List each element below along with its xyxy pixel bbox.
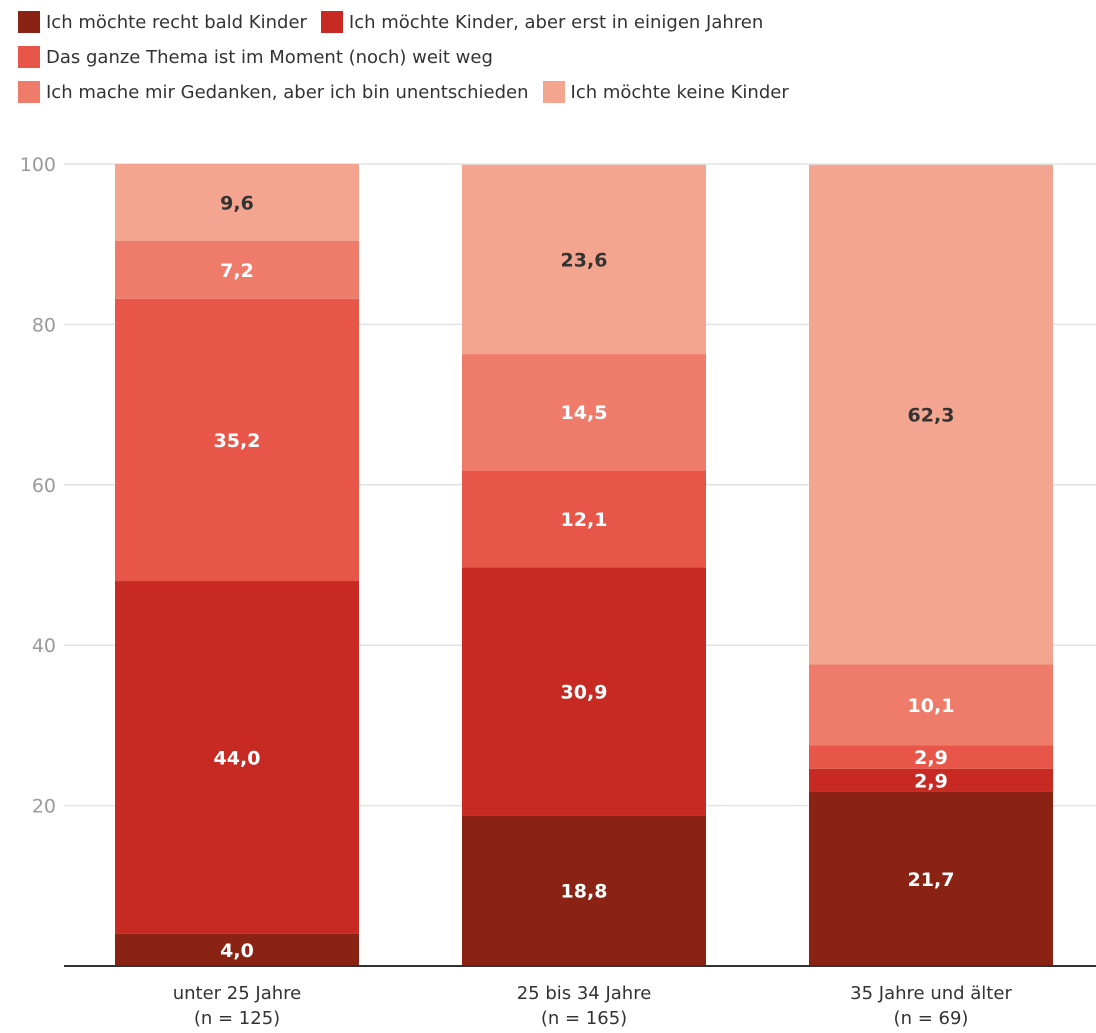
x-category-note: (n = 69) <box>894 1008 969 1029</box>
legend-item-weit-weg: Das ganze Thema ist im Moment (noch) wei… <box>18 46 493 68</box>
legend-row: Das ganze Thema ist im Moment (noch) wei… <box>18 41 1088 73</box>
data-label: 12,1 <box>561 509 608 531</box>
data-label: 18,8 <box>561 881 608 903</box>
data-label: 44,0 <box>214 747 261 769</box>
data-label: 23,6 <box>561 249 608 271</box>
bar-segment <box>115 164 359 241</box>
data-label: 21,7 <box>908 869 955 891</box>
legend-item-keine-kinder: Ich möchte keine Kinder <box>542 81 789 103</box>
bar-segment <box>809 664 1053 746</box>
legend-row: Ich mache mir Gedanken, aber ich bin une… <box>18 76 1088 108</box>
y-tick-label: 100 <box>20 154 56 176</box>
data-label: 7,2 <box>220 260 254 282</box>
legend-swatch <box>18 11 40 33</box>
bar-segment <box>809 745 1053 769</box>
y-axis-ticks: 20 40 60 80 100 <box>20 154 56 818</box>
bar-segment <box>115 298 359 582</box>
y-tick-label: 20 <box>32 796 56 818</box>
data-label: 2,9 <box>914 747 948 769</box>
x-category-note: (n = 165) <box>541 1008 627 1029</box>
bar-segment <box>809 768 1053 792</box>
x-axis-categories: unter 25 Jahre (n = 125) 25 bis 34 Jahre (n… <box>64 965 1096 1029</box>
y-tick-label: 60 <box>32 475 56 497</box>
bar-segment <box>462 567 706 816</box>
data-label: 4,0 <box>220 940 254 962</box>
legend-swatch <box>18 81 40 103</box>
legend-swatch <box>320 11 343 33</box>
data-label: 9,6 <box>220 192 254 214</box>
bar-segment <box>462 164 706 355</box>
bar-segment <box>462 815 706 966</box>
data-label: 2,9 <box>914 770 948 792</box>
x-category-label: unter 25 Jahre <box>173 983 302 1004</box>
legend-row: Ich möchte recht bald Kinder Ich möchte … <box>18 6 1088 38</box>
x-category-label: 35 Jahre und älter <box>850 983 1012 1004</box>
bar-segment <box>115 581 359 934</box>
bar-segment <box>115 933 359 966</box>
legend-swatch <box>542 81 565 103</box>
y-tick-label: 80 <box>32 314 56 336</box>
data-labels: 4,0 44,0 35,2 7,2 9,6 18,8 30,9 12,1 14,5 23,6 21,… <box>214 192 955 961</box>
legend-item-unentschieden: Ich mache mir Gedanken, aber ich bin une… <box>18 81 529 103</box>
bar-segment <box>115 240 359 299</box>
bar-segment <box>462 470 706 568</box>
bars <box>115 164 1053 966</box>
data-label: 62,3 <box>908 405 955 427</box>
legend-item-einigen-jahren: Ich möchte Kinder, aber erst in einigen … <box>320 11 764 33</box>
bar-segment <box>809 791 1053 966</box>
data-label: 35,2 <box>214 430 261 452</box>
legend-label: Das ganze Thema ist im Moment (noch) wei… <box>46 46 493 68</box>
bar-segment <box>462 354 706 471</box>
legend-label: Ich möchte Kinder, aber erst in einigen … <box>348 11 764 33</box>
data-label: 14,5 <box>561 402 608 424</box>
y-tick-label: 40 <box>32 635 56 657</box>
data-label: 10,1 <box>908 695 955 717</box>
chart-legend: Ich möchte recht bald Kinder Ich möchte … <box>18 6 1088 111</box>
legend-item-recht-bald: Ich möchte recht bald Kinder <box>18 11 307 33</box>
legend-label: Ich möchte recht bald Kinder <box>46 11 307 33</box>
data-label: 30,9 <box>561 681 608 703</box>
legend-label: Ich mache mir Gedanken, aber ich bin une… <box>46 81 529 103</box>
legend-swatch <box>18 46 40 68</box>
legend-label: Ich möchte keine Kinder <box>570 81 789 103</box>
bar-segment <box>809 164 1053 665</box>
x-category-note: (n = 125) <box>194 1008 280 1029</box>
x-category-label: 25 bis 34 Jahre <box>517 983 652 1004</box>
